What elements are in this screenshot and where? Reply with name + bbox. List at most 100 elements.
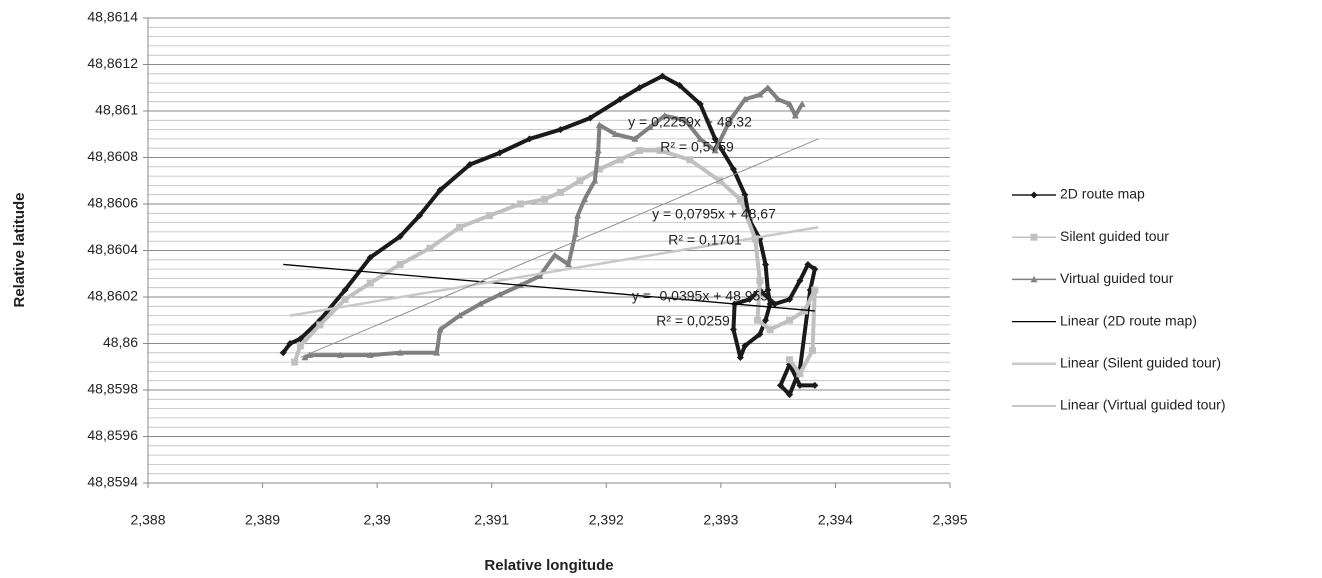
marker: [1030, 233, 1038, 241]
marker: [658, 72, 666, 80]
marker: [736, 195, 744, 203]
marker: [1030, 275, 1038, 283]
y-tick-label: 48,8598: [87, 381, 138, 397]
x-tick-label: 2,393: [703, 512, 738, 528]
marker: [466, 160, 474, 168]
marker: [764, 84, 772, 91]
marker: [595, 165, 603, 173]
marker: [754, 316, 762, 324]
marker: [1030, 191, 1038, 199]
marker: [366, 279, 374, 287]
marker: [496, 149, 504, 157]
x-tick-label: 2,389: [245, 512, 280, 528]
x-axis-title: Relative longitude: [484, 557, 613, 574]
marker: [306, 351, 314, 358]
marker: [296, 335, 304, 343]
y-tick-label: 48,8608: [87, 148, 138, 164]
x-tick-label: 2,395: [932, 512, 967, 528]
marker: [476, 300, 484, 307]
marker: [291, 358, 299, 366]
y-tick-label: 48,8602: [87, 288, 138, 304]
marker: [756, 277, 764, 285]
marker: [576, 177, 584, 185]
legend-label: Linear (Silent guided tour): [1060, 355, 1221, 371]
marker: [811, 381, 819, 389]
marker: [796, 277, 804, 285]
marker: [456, 223, 464, 231]
marker: [696, 100, 704, 108]
marker: [646, 123, 654, 131]
marker: [594, 147, 602, 154]
marker: [296, 342, 304, 350]
marker: [726, 116, 734, 124]
marker: [811, 286, 819, 294]
marker: [396, 349, 404, 356]
marker: [636, 84, 644, 92]
marker: [301, 353, 309, 361]
marker: [681, 116, 689, 124]
legend-label: Linear (Virtual guided tour): [1060, 397, 1226, 413]
y-tick-label: 48,8614: [87, 9, 138, 25]
trend-equation: R² = 0,5759: [660, 139, 734, 155]
marker: [786, 356, 794, 364]
marker: [774, 95, 782, 103]
x-tick-label: 2,39: [364, 512, 391, 528]
marker: [571, 230, 579, 238]
marker: [676, 81, 684, 89]
y-tick-label: 48,86: [103, 334, 138, 350]
x-tick-label: 2,388: [130, 512, 165, 528]
marker: [551, 251, 559, 258]
marker: [396, 233, 404, 241]
marker: [336, 351, 344, 358]
marker: [764, 286, 772, 294]
trend-equation: R² = 0,0259: [656, 313, 730, 329]
marker: [696, 135, 704, 142]
marker: [741, 95, 749, 103]
marker: [416, 212, 424, 220]
marker: [436, 326, 444, 333]
marker: [746, 295, 753, 303]
marker: [316, 321, 324, 329]
marker: [574, 212, 582, 219]
marker: [756, 330, 764, 338]
marker: [536, 272, 544, 279]
legend-label: Linear (2D route map): [1060, 312, 1197, 328]
y-tick-label: 48,8606: [87, 195, 138, 211]
marker: [279, 349, 287, 357]
trend-line: [289, 226, 819, 317]
marker: [286, 340, 294, 347]
marker: [456, 312, 464, 319]
marker: [796, 381, 804, 389]
trend-equation: y = -0,0395x + 48,955: [632, 288, 768, 304]
marker: [616, 156, 624, 164]
marker: [436, 186, 444, 194]
marker: [581, 195, 589, 203]
marker: [766, 300, 774, 308]
marker: [762, 260, 770, 268]
marker: [616, 95, 624, 103]
marker: [729, 165, 737, 173]
y-tick-label: 48,861: [95, 102, 138, 118]
marker: [786, 316, 794, 324]
marker: [736, 353, 744, 361]
marker: [766, 326, 774, 334]
marker: [729, 326, 737, 334]
marker: [631, 135, 639, 142]
marker: [611, 130, 619, 138]
marker: [786, 391, 794, 399]
marker: [586, 114, 594, 122]
y-tick-label: 48,8594: [87, 474, 138, 490]
marker: [516, 200, 524, 208]
y-tick-label: 48,8612: [87, 55, 138, 71]
legend-label: Virtual guided tour: [1060, 270, 1174, 286]
marker: [496, 291, 504, 298]
marker: [741, 342, 749, 350]
marker: [809, 346, 817, 354]
marker: [711, 135, 719, 143]
marker: [485, 212, 493, 220]
marker: [711, 147, 719, 154]
x-tick-label: 2,394: [818, 512, 853, 528]
marker: [564, 260, 572, 268]
trend-equation: R² = 0,1701: [668, 232, 742, 248]
marker: [341, 286, 349, 294]
